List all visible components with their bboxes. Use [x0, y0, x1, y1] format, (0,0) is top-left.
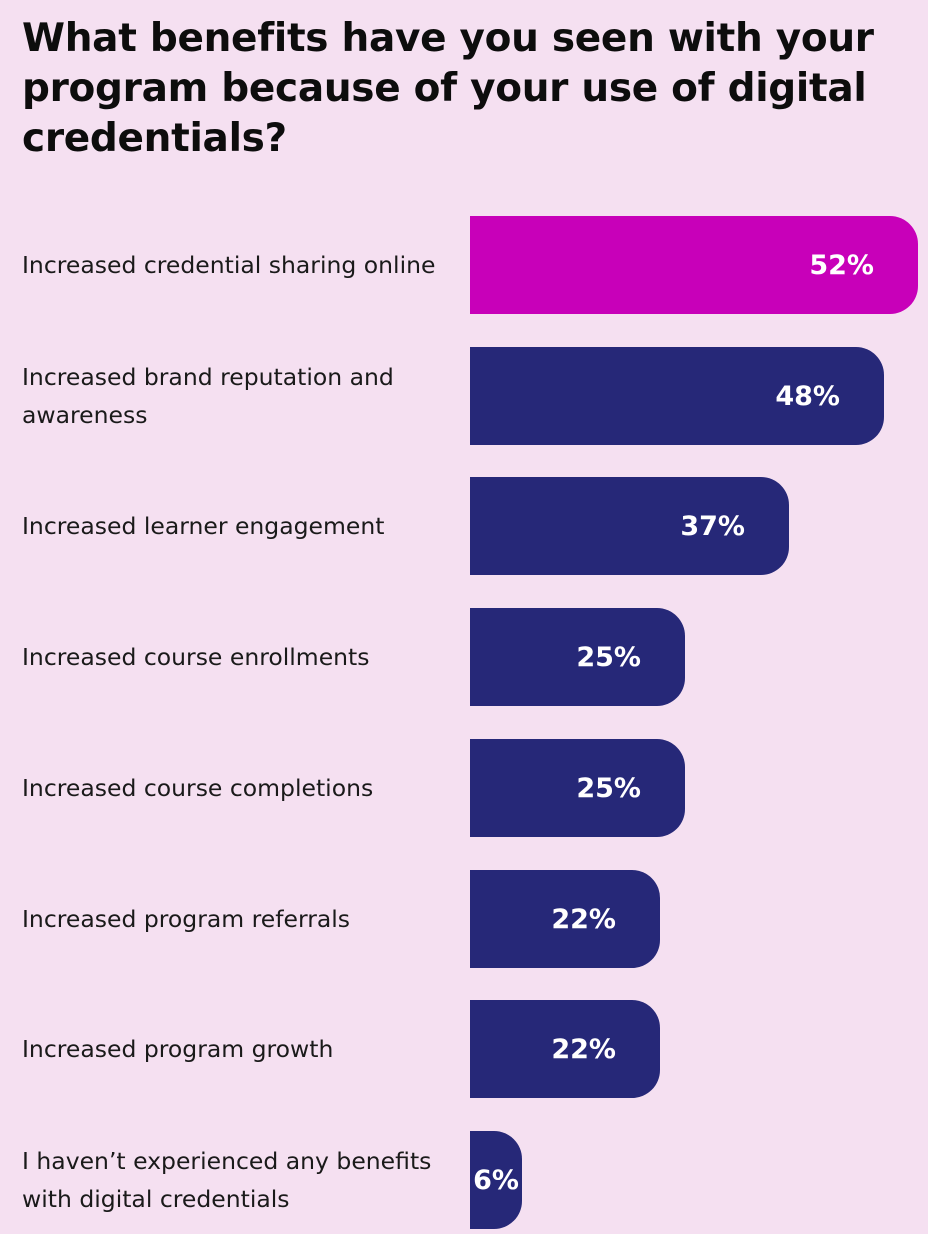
bar-row: Increased brand reputation and awareness…	[0, 347, 928, 445]
bar-row: Increased program growth 22%	[0, 1000, 928, 1098]
bar-row: Increased course enrollments 25%	[0, 608, 928, 706]
bar	[470, 870, 660, 968]
bar	[470, 477, 789, 575]
bar	[470, 1000, 660, 1098]
value-label: 22%	[551, 1033, 616, 1065]
category-label: Increased learner engagement	[22, 512, 385, 540]
value-label: 6%	[473, 1164, 519, 1196]
value-label: 25%	[576, 641, 641, 673]
bar-row: Increased course completions 25%	[0, 739, 928, 837]
bar	[470, 739, 685, 837]
bar	[470, 608, 685, 706]
bar-row: I haven’t experienced any benefits with …	[0, 1131, 928, 1229]
category-label: Increased brand reputation and awareness	[22, 363, 394, 429]
category-label: Increased program growth	[22, 1035, 334, 1063]
value-label: 22%	[551, 903, 616, 935]
value-label: 25%	[576, 772, 641, 804]
chart-title: What benefits have you seen with your pr…	[22, 16, 874, 161]
value-label: 48%	[775, 380, 840, 412]
bar	[470, 216, 918, 314]
bar	[470, 347, 884, 445]
category-label: I haven’t experienced any benefits with …	[22, 1147, 432, 1213]
bar	[470, 1131, 522, 1229]
bar-row: Increased learner engagement 37%	[0, 477, 928, 575]
category-label: Increased course completions	[22, 774, 374, 802]
bar-row: Increased program referrals 22%	[0, 870, 928, 968]
category-label: Increased program referrals	[22, 905, 351, 933]
category-label: Increased course enrollments	[22, 643, 370, 671]
value-label: 52%	[809, 249, 874, 281]
category-label: Increased credential sharing online	[22, 251, 436, 279]
value-label: 37%	[680, 510, 745, 542]
bar-row: Increased credential sharing online 52%	[0, 216, 928, 314]
